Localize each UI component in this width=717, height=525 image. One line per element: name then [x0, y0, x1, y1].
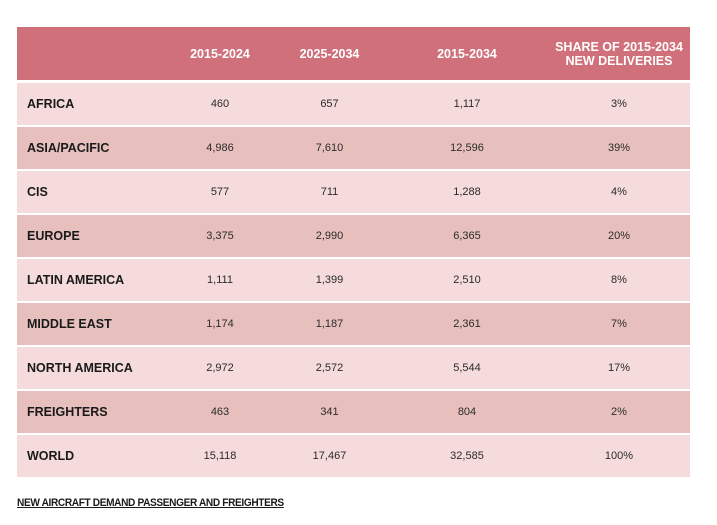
value-2015-2034: 2,361 — [453, 318, 481, 330]
value-share: 3% — [611, 98, 627, 110]
table-header-row: 2015-2024 2025-2034 2015-2034 SHARE OF 2… — [17, 27, 690, 80]
value-2015-2034: 5,544 — [453, 362, 481, 374]
value-share: 100% — [604, 450, 634, 462]
value-2015-2024: 4,986 — [206, 142, 234, 154]
header-share: SHARE OF 2015-2034 NEW DELIVERIES — [555, 39, 683, 68]
region-cell: ASIA/PACIFIC — [27, 141, 110, 155]
value-2015-2024: 1,174 — [206, 318, 234, 330]
value-2015-2024: 2,972 — [206, 362, 234, 374]
value-share: 20% — [607, 230, 631, 242]
table-row: LATIN AMERICA 1,111 1,399 2,510 8% — [17, 259, 690, 301]
table-row: FREIGHTERS 463 341 804 2% — [17, 391, 690, 433]
region-cell: NORTH AMERICA — [27, 361, 133, 375]
header-2015-2034: 2015-2034 — [437, 46, 497, 61]
value-2015-2034: 1,117 — [453, 98, 481, 110]
region-cell: MIDDLE EAST — [27, 317, 112, 331]
region-cell: FREIGHTERS — [27, 405, 108, 419]
value-2015-2034: 804 — [457, 406, 477, 418]
table-row: AFRICA 460 657 1,117 3% — [17, 83, 690, 125]
table-row: ASIA/PACIFIC 4,986 7,610 12,596 39% — [17, 127, 690, 169]
table-row: CIS 577 711 1,288 4% — [17, 171, 690, 213]
value-2015-2034: 12,596 — [450, 142, 484, 154]
table-row: WORLD 15,118 17,467 32,585 100% — [17, 435, 690, 477]
header-2015-2024: 2015-2024 — [190, 46, 250, 61]
value-2025-2034: 2,990 — [315, 230, 344, 242]
value-2025-2034: 1,399 — [315, 274, 344, 286]
region-cell: WORLD — [27, 449, 75, 463]
value-2025-2034: 17,467 — [312, 450, 347, 462]
value-2025-2034: 2,572 — [315, 362, 344, 374]
value-share: 39% — [607, 142, 631, 154]
value-share: 4% — [611, 186, 627, 198]
region-cell: EUROPE — [27, 229, 80, 243]
value-2025-2034: 341 — [320, 406, 339, 418]
value-2015-2024: 463 — [210, 406, 230, 418]
value-2015-2024: 577 — [210, 186, 230, 198]
value-2015-2024: 1,111 — [207, 274, 233, 286]
value-share: 7% — [611, 318, 627, 330]
value-2015-2034: 2,510 — [453, 274, 481, 286]
value-2025-2034: 7,610 — [315, 142, 344, 154]
value-share: 2% — [611, 406, 627, 418]
value-2025-2034: 1,187 — [315, 318, 344, 330]
value-share: 8% — [611, 274, 627, 286]
header-2025-2034: 2025-2034 — [299, 46, 360, 61]
table-caption: NEW AIRCRAFT DEMAND PASSENGER AND FREIGH… — [17, 497, 284, 509]
value-2015-2024: 15,118 — [203, 450, 237, 462]
table-row: MIDDLE EAST 1,174 1,187 2,361 7% — [17, 303, 690, 345]
value-2015-2024: 3,375 — [206, 230, 234, 242]
region-cell: AFRICA — [27, 97, 75, 111]
value-2015-2024: 460 — [210, 98, 230, 110]
value-share: 17% — [607, 362, 631, 374]
region-cell: CIS — [27, 185, 48, 199]
value-2015-2034: 1,288 — [453, 186, 481, 198]
value-2015-2034: 32,585 — [450, 450, 484, 462]
table-row: NORTH AMERICA 2,972 2,572 5,544 17% — [17, 347, 690, 389]
table-row: EUROPE 3,375 2,990 6,365 20% — [17, 215, 690, 257]
value-2015-2034: 6,365 — [453, 230, 481, 242]
aircraft-demand-table: 2015-2024 2025-2034 2015-2034 SHARE OF 2… — [17, 27, 690, 479]
value-2025-2034: 657 — [320, 98, 339, 110]
region-cell: LATIN AMERICA — [27, 273, 125, 287]
value-2025-2034: 711 — [320, 186, 339, 198]
